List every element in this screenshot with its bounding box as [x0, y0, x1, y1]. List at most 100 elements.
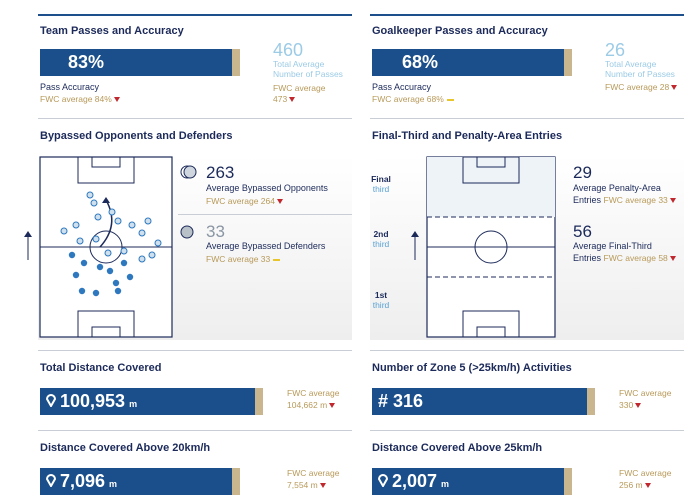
bar-cap: [564, 468, 572, 495]
player-dot: [120, 259, 128, 267]
zone: 2nd third: [368, 229, 394, 249]
player-dot: [94, 213, 102, 221]
fwc: 104,662 m: [287, 400, 336, 410]
label: Pass Accuracy: [40, 82, 100, 92]
fwc-text: FWC average 58: [603, 253, 668, 263]
value: 56: [573, 222, 592, 241]
zone-sub: third: [372, 184, 390, 194]
legend-icons: [180, 165, 197, 239]
unit: m: [441, 479, 450, 489]
fwc: FWC average 58: [604, 253, 676, 263]
total: 26: [605, 40, 626, 60]
value: 263: [206, 163, 235, 182]
title: Total Distance Covered: [40, 362, 162, 374]
label: Average Bypassed Defenders: [206, 241, 326, 251]
bar-cap: [564, 49, 572, 76]
value: # 316: [378, 391, 424, 411]
label: Pass Accuracy: [372, 82, 432, 92]
bar: [372, 49, 564, 76]
player-dot: [114, 287, 122, 295]
rule: [38, 14, 352, 16]
fwc: FWC average 84%: [40, 94, 120, 104]
unit: m: [109, 479, 118, 489]
player-dot: [108, 208, 116, 216]
value: 2,007: [392, 471, 438, 491]
value: 100,953: [60, 391, 126, 411]
separator: [370, 118, 684, 119]
value: 83%: [68, 52, 105, 72]
bar: [372, 468, 564, 495]
player-dot: [68, 251, 76, 259]
bar: [40, 468, 232, 495]
player-dot: [138, 255, 146, 263]
player-dot: [126, 273, 134, 281]
fwc: FWC average 33: [206, 254, 281, 264]
value-row: 2,007 m: [377, 471, 450, 492]
separator: [370, 430, 684, 431]
separator: [178, 214, 352, 215]
title: Goalkeeper Passes and Accuracy: [372, 25, 548, 37]
value: 7,096: [60, 471, 106, 491]
player-dot: [86, 191, 94, 199]
label: Average Final-Third: [573, 241, 652, 251]
fwc: 330: [619, 400, 642, 410]
player-dot: [80, 259, 88, 267]
label: Total Average: [273, 59, 325, 69]
separator: [370, 350, 684, 351]
player-dot: [138, 229, 146, 237]
label: Total Average: [605, 59, 657, 69]
pin-icon: [45, 391, 57, 412]
title: Final-Third and Penalty-Area Entries: [372, 130, 563, 142]
player-dot: [90, 199, 98, 207]
label: Entries FWC average 33: [573, 195, 676, 205]
fwc-text: FWC average 68%: [372, 94, 444, 104]
fwc-text: FWC average 264: [206, 196, 275, 206]
title: Number of Zone 5 (>25km/h) Activities: [372, 362, 572, 374]
rule: [370, 14, 684, 16]
bar-cap: [232, 468, 240, 495]
fwc-label: FWC average: [287, 388, 340, 398]
player-dot: [148, 251, 156, 259]
bar: [372, 388, 587, 415]
player-dot: [120, 247, 128, 255]
zone: 1st third: [368, 290, 394, 310]
player-dot: [92, 235, 100, 243]
label: Entries FWC average 58: [573, 253, 676, 263]
player-dot: [106, 267, 114, 275]
player-dot: [92, 289, 100, 297]
value: 68%: [402, 52, 439, 72]
separator: [38, 430, 352, 431]
fwc-label: FWC average: [287, 468, 340, 478]
title: Team Passes and Accuracy: [40, 25, 184, 37]
down-icon: [644, 483, 651, 488]
label: Number of Passes: [605, 69, 675, 79]
unit: m: [129, 399, 138, 409]
fwc-text: 256 m: [619, 480, 643, 490]
separator: [38, 350, 352, 351]
fwc: 473: [273, 94, 296, 104]
zone-name: 2nd: [373, 229, 389, 239]
player-dot: [112, 279, 120, 287]
bar-cap: [587, 388, 595, 415]
title: Distance Covered Above 25km/h: [372, 442, 543, 454]
value-row: # 316: [378, 391, 423, 412]
down-icon: [329, 403, 336, 408]
value: 33: [206, 222, 225, 241]
pin-icon: [45, 471, 57, 492]
player-dot: [76, 237, 84, 245]
label: Entries: [573, 195, 602, 205]
player-dot: [128, 221, 136, 229]
label: Average Penalty-Area: [573, 183, 661, 193]
title: Distance Covered Above 20km/h: [40, 442, 211, 454]
down-icon: [635, 403, 642, 408]
fwc-text: FWC average 28: [605, 82, 670, 92]
player-dot: [104, 249, 112, 257]
pin-icon: [377, 471, 389, 492]
fwc: FWC average 264: [206, 196, 283, 206]
fwc-text: FWC average 33: [603, 195, 668, 205]
label: Entries: [573, 253, 602, 263]
fwc-text: FWC average 84%: [40, 94, 112, 104]
player-dot: [78, 287, 86, 295]
player-dot: [60, 227, 68, 235]
